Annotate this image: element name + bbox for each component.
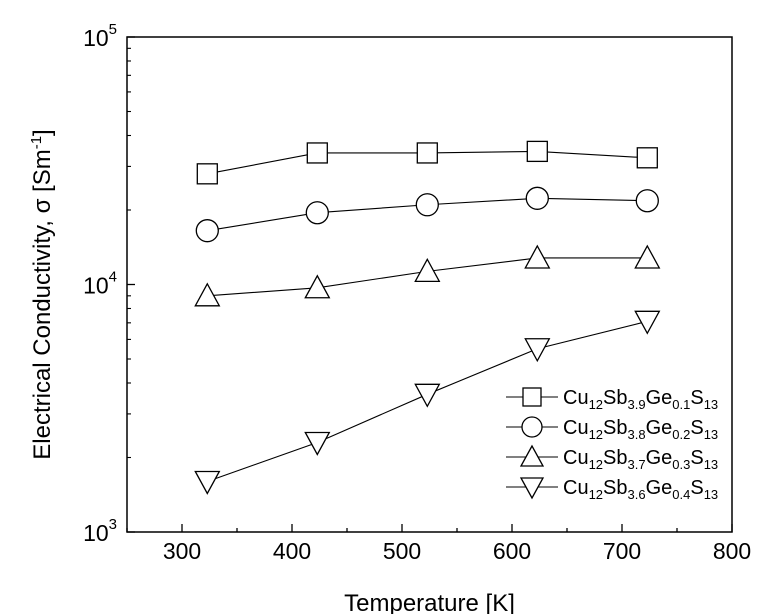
legend-label: Cu12Sb3.8Ge0.2S13 xyxy=(563,417,718,442)
legend-marker-circle xyxy=(521,416,543,438)
legend-label: Cu12Sb3.9Ge0.1S13 xyxy=(563,387,718,412)
data-point-square xyxy=(196,163,218,185)
x-tick-label: 800 xyxy=(713,538,751,564)
data-point-square xyxy=(306,142,328,164)
y-tick-label: 105 xyxy=(83,21,117,51)
legend-marker-square xyxy=(522,387,542,407)
y-axis-title-main: Electrical Conductivity, σ [Sm xyxy=(29,149,56,459)
legend-entry-3: Cu12Sb3.7Ge0.3S13 xyxy=(506,444,718,472)
data-point-square xyxy=(416,142,438,164)
data-point-circle xyxy=(195,219,219,243)
y-axis-title-end: ] xyxy=(29,129,56,136)
series-1 xyxy=(196,140,658,185)
legend-label: Cu12Sb3.6Ge0.4S13 xyxy=(563,477,718,502)
x-tick-label: 600 xyxy=(493,538,531,564)
data-point-triangle-up xyxy=(524,244,551,269)
x-tick-label: 700 xyxy=(603,538,641,564)
series-2 xyxy=(195,186,659,243)
data-point-triangle-down xyxy=(414,383,441,408)
legend-entry-2: Cu12Sb3.8Ge0.2S13 xyxy=(506,416,718,442)
x-tick-label: 300 xyxy=(163,538,201,564)
y-axis-title: Electrical Conductivity, σ [Sm-1] xyxy=(28,129,56,459)
legend-entry-1: Cu12Sb3.9Ge0.1S13 xyxy=(506,387,718,412)
data-point-square xyxy=(636,147,658,169)
data-point-circle xyxy=(525,186,549,210)
y-tick-label: 103 xyxy=(83,516,117,546)
data-point-triangle-up xyxy=(194,282,221,307)
data-point-triangle-up xyxy=(634,244,661,269)
data-point-triangle-up xyxy=(414,258,441,283)
legend-entry-4: Cu12Sb3.6Ge0.4S13 xyxy=(506,477,718,502)
series-3 xyxy=(194,244,661,307)
y-tick-label: 104 xyxy=(83,269,117,299)
data-point-circle xyxy=(415,193,439,217)
series-4 xyxy=(194,310,661,495)
data-point-triangle-down xyxy=(304,431,331,456)
legend: Cu12Sb3.9Ge0.1S13 Cu12Sb3.8Ge0.2S13 Cu12Sb… xyxy=(506,387,718,502)
axes: 300 400 500 600 700 800 103 104 105 xyxy=(83,21,751,564)
data-point-circle xyxy=(635,189,659,213)
legend-marker-triangle-down xyxy=(519,477,545,500)
data-point-square xyxy=(526,140,548,163)
x-tick-label: 500 xyxy=(383,538,421,564)
data-series xyxy=(194,140,661,495)
data-point-circle xyxy=(305,201,329,225)
x-axis-title: Temperature [K] xyxy=(344,590,515,614)
data-point-triangle-down xyxy=(194,470,221,495)
legend-label: Cu12Sb3.7Ge0.3S13 xyxy=(563,447,718,472)
data-point-triangle-up xyxy=(304,274,331,299)
x-tick-label: 400 xyxy=(273,538,311,564)
data-point-triangle-down xyxy=(524,338,551,363)
legend-marker-triangle-up xyxy=(519,444,545,467)
data-point-triangle-down xyxy=(634,310,661,335)
y-axis-title-sup: -1 xyxy=(28,136,45,149)
